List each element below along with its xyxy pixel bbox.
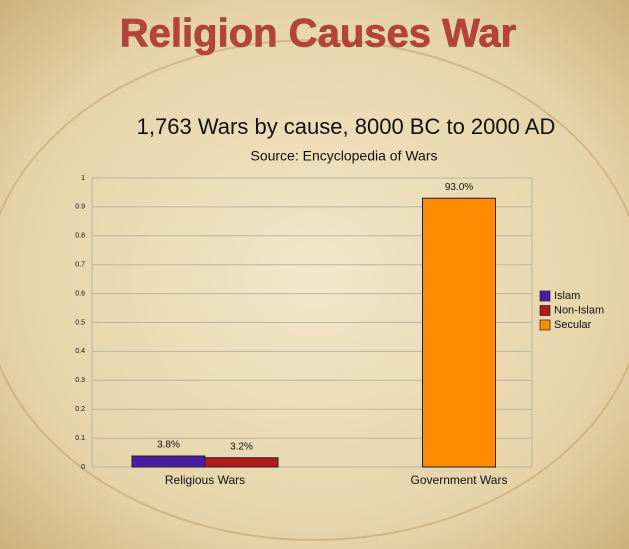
y-tick-label: 0.3	[75, 377, 85, 384]
y-tick-label: 0.8	[75, 233, 85, 240]
legend-label: Islam	[554, 290, 580, 302]
chart-subtitle: Source: Encyclopedia of Wars	[250, 148, 437, 164]
x-tick-label: Government Wars	[411, 473, 508, 487]
y-tick-label: 0	[81, 464, 85, 471]
y-tick-label: 1	[81, 175, 85, 182]
legend-swatch	[539, 319, 551, 331]
y-tick-label: 0.6	[75, 290, 85, 297]
legend-swatch	[539, 305, 551, 316]
bar	[131, 455, 206, 468]
chart-title: 1,763 Wars by cause, 8000 BC to 2000 AD	[137, 114, 556, 139]
x-tick-label: Religious Wars	[165, 473, 245, 487]
legend-label: Secular	[554, 319, 592, 331]
y-tick-label: 0.1	[75, 435, 85, 442]
bar	[204, 457, 279, 468]
legend-label: Non-Islam	[554, 304, 604, 316]
y-tick-label: 0.7	[75, 262, 85, 269]
y-tick-label: 0.5	[75, 319, 85, 326]
legend-swatch	[539, 290, 551, 302]
y-tick-label: 0.4	[75, 348, 85, 355]
bar	[422, 197, 496, 468]
data-label: 3.8%	[157, 440, 180, 451]
data-label: 93.0%	[445, 182, 473, 193]
y-tick-label: 0.2	[75, 406, 85, 413]
y-tick-label: 0.9	[75, 204, 85, 211]
banner: Religion Causes War	[120, 12, 516, 56]
data-label: 3.2%	[230, 441, 253, 452]
decoration	[0, 39, 629, 541]
